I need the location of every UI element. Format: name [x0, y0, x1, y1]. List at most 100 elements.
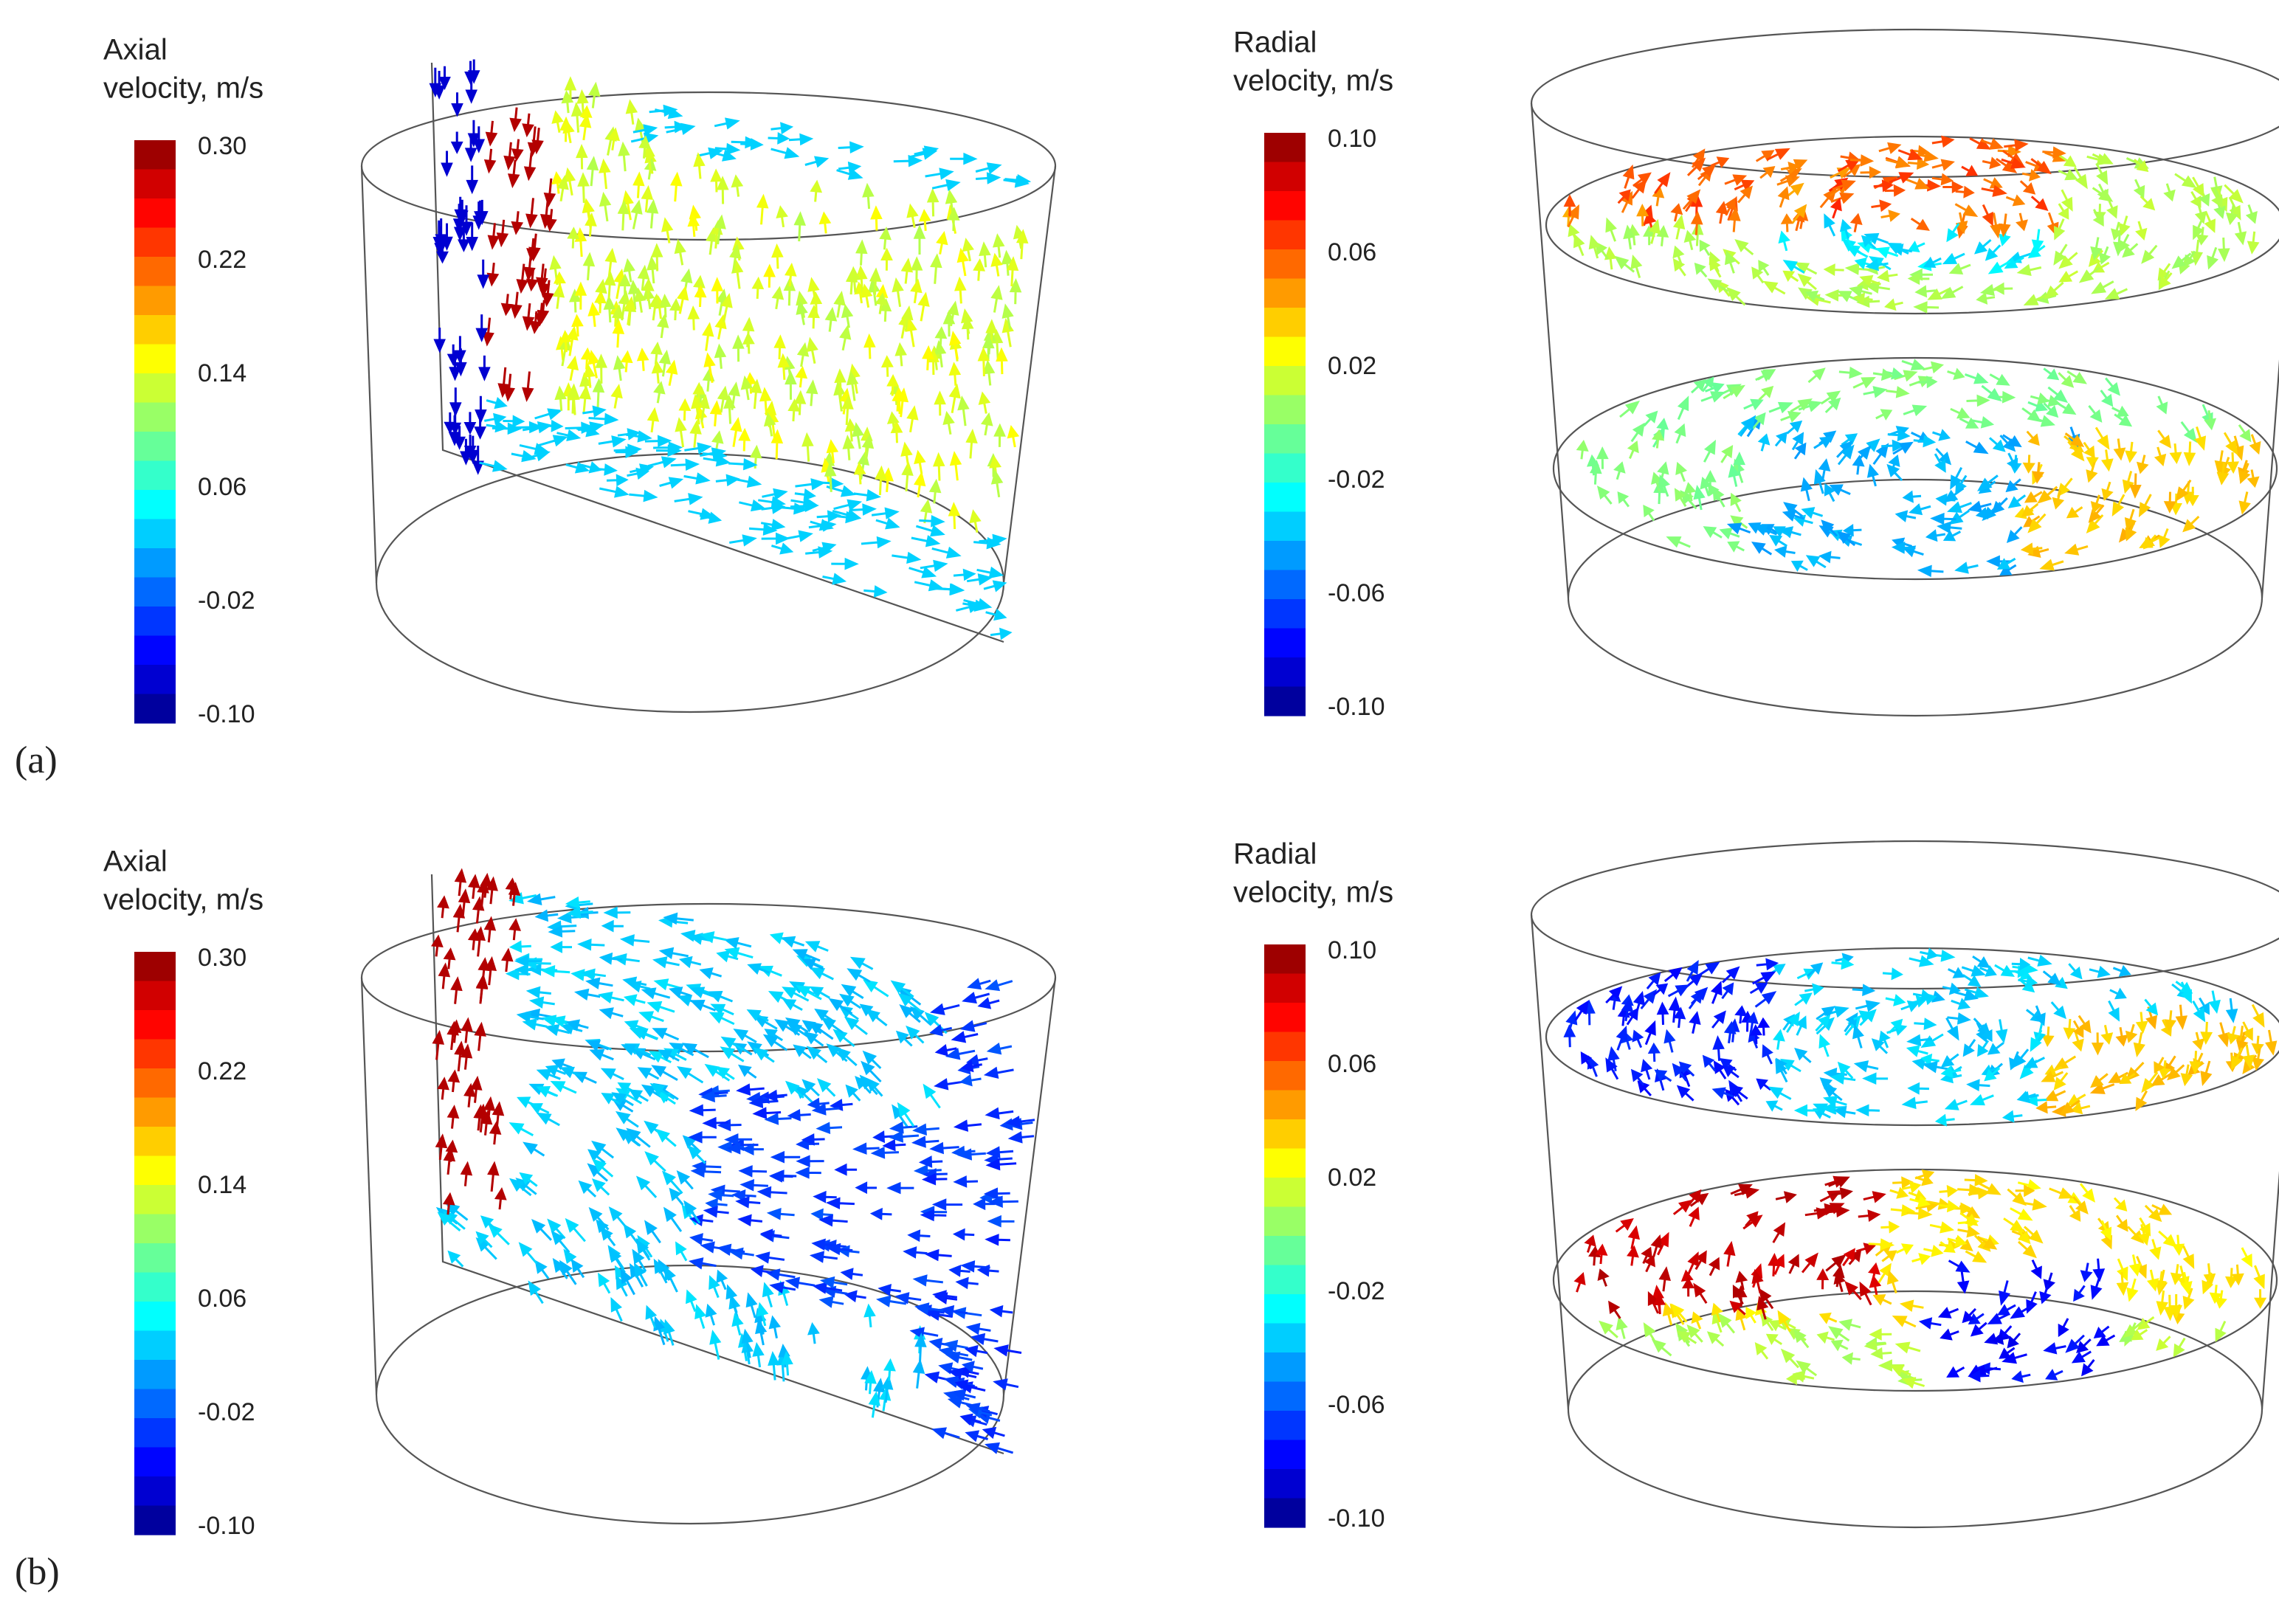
arrow	[1752, 412, 1766, 429]
arrow	[1773, 1029, 1785, 1050]
arrow	[1739, 415, 1756, 437]
arrow	[1721, 966, 1740, 984]
arrow	[1825, 1254, 1847, 1272]
arrow	[886, 373, 900, 396]
arrow	[618, 141, 630, 172]
arrow	[1881, 1250, 1897, 1262]
arrow	[2039, 1284, 2052, 1305]
arrow	[544, 1023, 570, 1037]
arrow	[2208, 990, 2221, 1014]
colorbar-band	[134, 981, 176, 1011]
arrow	[2241, 1021, 2253, 1041]
arrow	[1794, 992, 1813, 1006]
arrow	[2078, 266, 2100, 283]
arrow	[1946, 1366, 1965, 1378]
arrow	[810, 967, 834, 981]
arrow	[2141, 1071, 2159, 1093]
arrow	[956, 247, 969, 277]
arrow	[1895, 1243, 1914, 1255]
arrow	[2041, 1026, 2055, 1048]
arrow	[948, 362, 962, 386]
arrow	[2104, 288, 2128, 300]
arrow	[1942, 530, 1961, 542]
arrow	[810, 1208, 833, 1221]
arrow	[962, 238, 974, 262]
colorbar-band	[1264, 1003, 1306, 1033]
arrow	[1931, 173, 1954, 186]
arrow	[864, 1369, 877, 1395]
arrow	[1653, 1293, 1666, 1315]
arrow	[1690, 987, 1709, 1005]
colorbar-band	[134, 227, 176, 258]
arrow	[1754, 991, 1777, 1008]
arrow	[1990, 212, 2002, 239]
colorbar-tick-label: -0.02	[1328, 1277, 1385, 1305]
arrow	[670, 458, 700, 471]
arrow	[637, 1067, 660, 1080]
arrow	[1842, 523, 1862, 537]
arrow	[2251, 1003, 2265, 1028]
arrow	[1978, 1182, 2002, 1195]
arrow	[1677, 395, 1689, 421]
arrow	[1654, 1069, 1672, 1082]
arrow	[1584, 1234, 1596, 1253]
arrow	[966, 1054, 988, 1067]
arrow	[2021, 502, 2039, 518]
arrow	[1768, 1252, 1780, 1276]
arrow	[625, 430, 652, 443]
arrow	[1837, 444, 1855, 466]
arrow	[1818, 1312, 1838, 1324]
arrow	[711, 277, 724, 304]
arrow	[694, 285, 707, 308]
arrow	[551, 110, 564, 133]
arrow	[746, 1009, 769, 1022]
colorbar-title: velocity, m/s	[103, 72, 263, 105]
arrow	[1872, 443, 1889, 465]
arrow	[1755, 370, 1774, 382]
arrow	[684, 442, 712, 455]
arrow	[1885, 994, 1906, 1006]
arrow	[1981, 384, 2002, 402]
arrow	[2253, 1265, 2265, 1290]
arrow	[2154, 446, 2167, 467]
arrow	[1902, 1181, 1922, 1194]
arrow	[1699, 239, 1711, 256]
arrow	[886, 1181, 914, 1195]
arrow	[2119, 1072, 2136, 1085]
arrow	[2019, 180, 2036, 195]
colorbar-tick-label: -0.10	[198, 700, 255, 728]
arrow	[2030, 158, 2052, 175]
arrow	[1849, 154, 1875, 167]
arrow	[1878, 1262, 1892, 1284]
arrow	[717, 176, 729, 204]
arrow	[541, 419, 564, 432]
arrow	[2111, 494, 2125, 516]
plane-edge	[430, 62, 1004, 643]
arrow	[831, 557, 859, 570]
arrow	[1700, 477, 1712, 497]
arrow	[894, 1292, 922, 1305]
arrow	[959, 1020, 987, 1032]
arrow	[1722, 1065, 1740, 1079]
arrow	[1996, 557, 2016, 570]
arrow	[1608, 1300, 1621, 1319]
colorbar-band	[1264, 1265, 1306, 1295]
arrow	[450, 976, 463, 1004]
arrow	[1793, 1104, 1818, 1117]
arrow	[825, 1197, 855, 1210]
arrow	[492, 1101, 505, 1130]
arrow	[1907, 1082, 1929, 1095]
colorbar-band	[134, 635, 176, 666]
arrow	[1682, 189, 1701, 210]
arrow	[1999, 1280, 2011, 1306]
arrow	[1824, 397, 1841, 413]
arrow	[653, 978, 683, 991]
cylinder-side	[360, 977, 378, 1395]
colorbar-tick-label: 0.10	[1328, 936, 1376, 964]
arrow	[453, 426, 466, 450]
arrow	[1702, 1054, 1717, 1072]
arrow	[438, 962, 451, 989]
arrow	[508, 1122, 534, 1137]
arrow	[511, 211, 524, 235]
arrow	[1839, 218, 1852, 239]
